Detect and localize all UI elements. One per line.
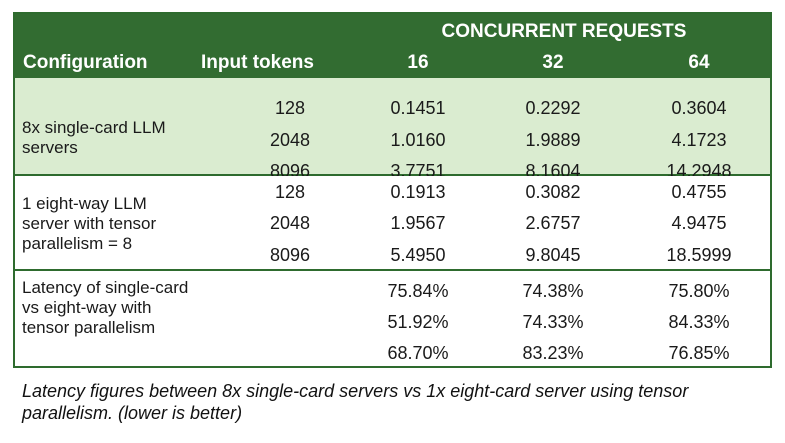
- group-label: 8x single-card LLM servers: [22, 118, 166, 157]
- group-label: 1 eight-way LLM server with tensor paral…: [22, 194, 157, 253]
- table-cell-tokens: 8096: [269, 245, 311, 265]
- col-16-heading: 16: [407, 52, 429, 73]
- group-eight-way: 1 eight-way LLM server with tensor paral…: [15, 176, 770, 271]
- concurrent-requests-heading: CONCURRENT REQUESTS: [441, 21, 687, 42]
- table-caption: Latency figures between 8x single-card s…: [22, 381, 689, 423]
- group-latency-ratio: Latency of single-card vs eight-way with…: [15, 271, 770, 366]
- group-label: Latency of single-card vs eight-way with…: [22, 278, 189, 337]
- table-cell: 0.1913: [390, 182, 446, 202]
- configuration-heading: Configuration: [23, 52, 148, 73]
- table-cell: 75.80%: [668, 281, 730, 301]
- table-cell: 83.23%: [522, 343, 584, 363]
- table-header: CONCURRENT REQUESTS Configuration Input …: [15, 14, 770, 78]
- table-cell: 4.1723: [671, 130, 727, 150]
- table-cell: 74.33%: [522, 312, 584, 332]
- table-cell: 5.4950: [390, 245, 446, 265]
- table-cell-tokens: 128: [274, 98, 306, 118]
- table-cell: 0.4755: [671, 182, 727, 202]
- table-cell: 1.9567: [390, 213, 446, 233]
- table-cell: 84.33%: [668, 312, 730, 332]
- table-cell-tokens: 128: [274, 182, 306, 202]
- group-single-card: 8x single-card LLM servers 128 0.1451 0.…: [15, 78, 770, 181]
- table-cell: 76.85%: [668, 343, 730, 363]
- table-cell: 0.2292: [525, 98, 581, 118]
- col-32-heading: 32: [542, 52, 564, 73]
- table-cell: 1.9889: [525, 130, 581, 150]
- table-cell: 68.70%: [387, 343, 449, 363]
- col-64-heading: 64: [688, 52, 710, 73]
- table-cell: 0.3082: [525, 182, 581, 202]
- latency-table: CONCURRENT REQUESTS Configuration Input …: [13, 12, 772, 368]
- table-cell: 0.3604: [671, 98, 727, 118]
- table-cell: 9.8045: [525, 245, 581, 265]
- table-cell-tokens: 2048: [269, 130, 311, 150]
- table-cell: 0.1451: [390, 98, 446, 118]
- table-cell: 18.5999: [666, 245, 732, 265]
- table-cell-tokens: 2048: [269, 213, 311, 233]
- table-cell: 75.84%: [387, 281, 449, 301]
- table-cell: 1.0160: [390, 130, 446, 150]
- table-cell: 51.92%: [387, 312, 449, 332]
- table-cell: 4.9475: [671, 213, 727, 233]
- table-cell: 74.38%: [522, 281, 584, 301]
- table-cell: 2.6757: [525, 213, 581, 233]
- input-tokens-heading: Input tokens: [201, 52, 314, 73]
